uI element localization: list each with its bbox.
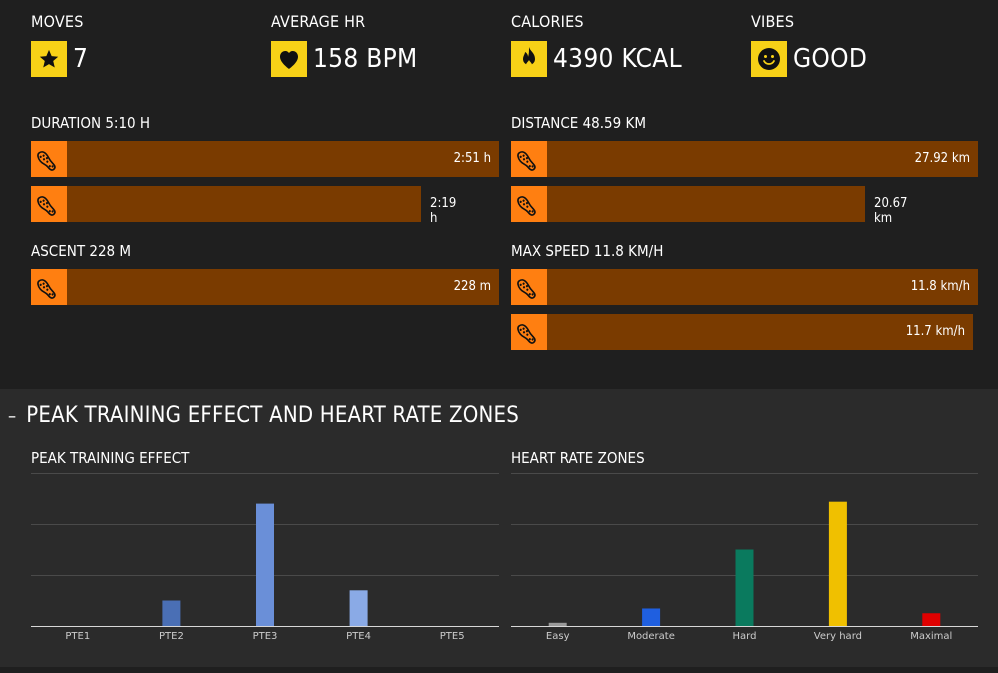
shoe-icon: [31, 269, 67, 305]
shoe-icon: [511, 141, 547, 177]
max-speed-bar: 11.8 km/h: [511, 269, 978, 305]
stat-value: 4390 KCAL: [553, 44, 682, 74]
chart-title: HEART RATE ZONES: [511, 449, 645, 467]
section-title: PEAK TRAINING EFFECT AND HEART RATE ZONE…: [26, 403, 519, 428]
stat-value: 7: [73, 44, 89, 74]
duration-bar: 2:51 h: [31, 141, 499, 177]
stat-label: MOVES: [31, 12, 84, 31]
max-speed-label: MAX SPEED 11.8 KM/H: [511, 242, 664, 260]
shoe-icon: [511, 269, 547, 305]
x-tick-label: Maximal: [910, 631, 952, 642]
chart-svg: Easy Moderate Hard Very hard Maximal: [511, 473, 978, 642]
shoe-icon: [511, 314, 547, 350]
smiley-icon: [751, 41, 787, 77]
stat-moves: MOVES 7: [31, 12, 88, 77]
bar-value: 27.92 km: [914, 151, 970, 166]
chart-bar[interactable]: [548, 622, 567, 626]
x-tick-label: PTE5: [440, 631, 465, 642]
stat-vibes: VIBES GOOD: [751, 12, 867, 77]
stat-label: VIBES: [751, 12, 795, 31]
x-tick-label: Hard: [733, 631, 757, 642]
bar-value: 2:19 h: [430, 196, 457, 226]
ascent-label: ASCENT 228 M: [31, 242, 132, 260]
x-tick-label: PTE3: [253, 631, 278, 642]
chart-bar[interactable]: [162, 600, 181, 627]
ascent-bar: 228 m: [31, 269, 499, 305]
chart-bar[interactable]: [642, 608, 661, 626]
chart-bar[interactable]: [256, 503, 274, 626]
bar-value: 228 m: [453, 279, 491, 294]
chart-bar[interactable]: [349, 590, 368, 626]
stat-label: AVERAGE HR: [271, 12, 366, 31]
bar-value: 11.7 km/h: [905, 324, 965, 339]
heart-icon: [271, 41, 307, 77]
star-icon: [31, 41, 67, 77]
shoe-icon: [31, 141, 67, 177]
x-tick-label: Very hard: [814, 631, 862, 642]
flame-icon: [511, 41, 547, 77]
stat-average-hr: AVERAGE HR 158 BPM: [271, 12, 417, 77]
peak-training-effect-chart: PEAK TRAINING EFFECT PTE1 PTE2 PTE3 PTE4 PTE…: [31, 449, 499, 642]
stat-calories: CALORIES 4390 KCAL: [511, 12, 682, 77]
distance-label: DISTANCE 48.59 KM: [511, 114, 646, 132]
stat-label: CALORIES: [511, 12, 584, 31]
distance-bar: 20.67 km: [511, 186, 907, 226]
x-tick-label: Easy: [546, 631, 570, 642]
chart-bar[interactable]: [922, 613, 941, 626]
x-tick-label: Moderate: [627, 631, 675, 642]
shoe-icon: [511, 186, 547, 222]
distance-bar: 27.92 km: [511, 141, 978, 177]
stat-value: 158 BPM: [313, 44, 418, 74]
chart-svg: PTE1 PTE2 PTE3 PTE4 PTE5: [31, 473, 499, 642]
chart-bar[interactable]: [828, 501, 847, 626]
bar-value: 20.67 km: [874, 196, 908, 226]
chart-title: PEAK TRAINING EFFECT: [31, 449, 190, 467]
x-tick-label: PTE4: [346, 631, 371, 642]
bar-value: 11.8 km/h: [910, 279, 970, 294]
shoe-icon: [31, 186, 67, 222]
x-tick-label: PTE1: [65, 631, 90, 642]
chart-bar[interactable]: [735, 549, 754, 627]
duration-label: DURATION 5:10 H: [31, 114, 151, 132]
collapse-icon[interactable]: –: [8, 406, 17, 427]
x-tick-label: PTE2: [159, 631, 184, 642]
heart-rate-zones-chart: HEART RATE ZONES Easy Moderate Hard Very ha…: [511, 449, 978, 642]
section-header-toggle[interactable]: – PEAK TRAINING EFFECT AND HEART RATE ZON…: [8, 403, 519, 428]
stat-value: GOOD: [793, 44, 868, 74]
bar-value: 2:51 h: [453, 151, 491, 166]
duration-bar: 2:19 h: [31, 186, 456, 226]
max-speed-bar: 11.7 km/h: [511, 314, 973, 350]
